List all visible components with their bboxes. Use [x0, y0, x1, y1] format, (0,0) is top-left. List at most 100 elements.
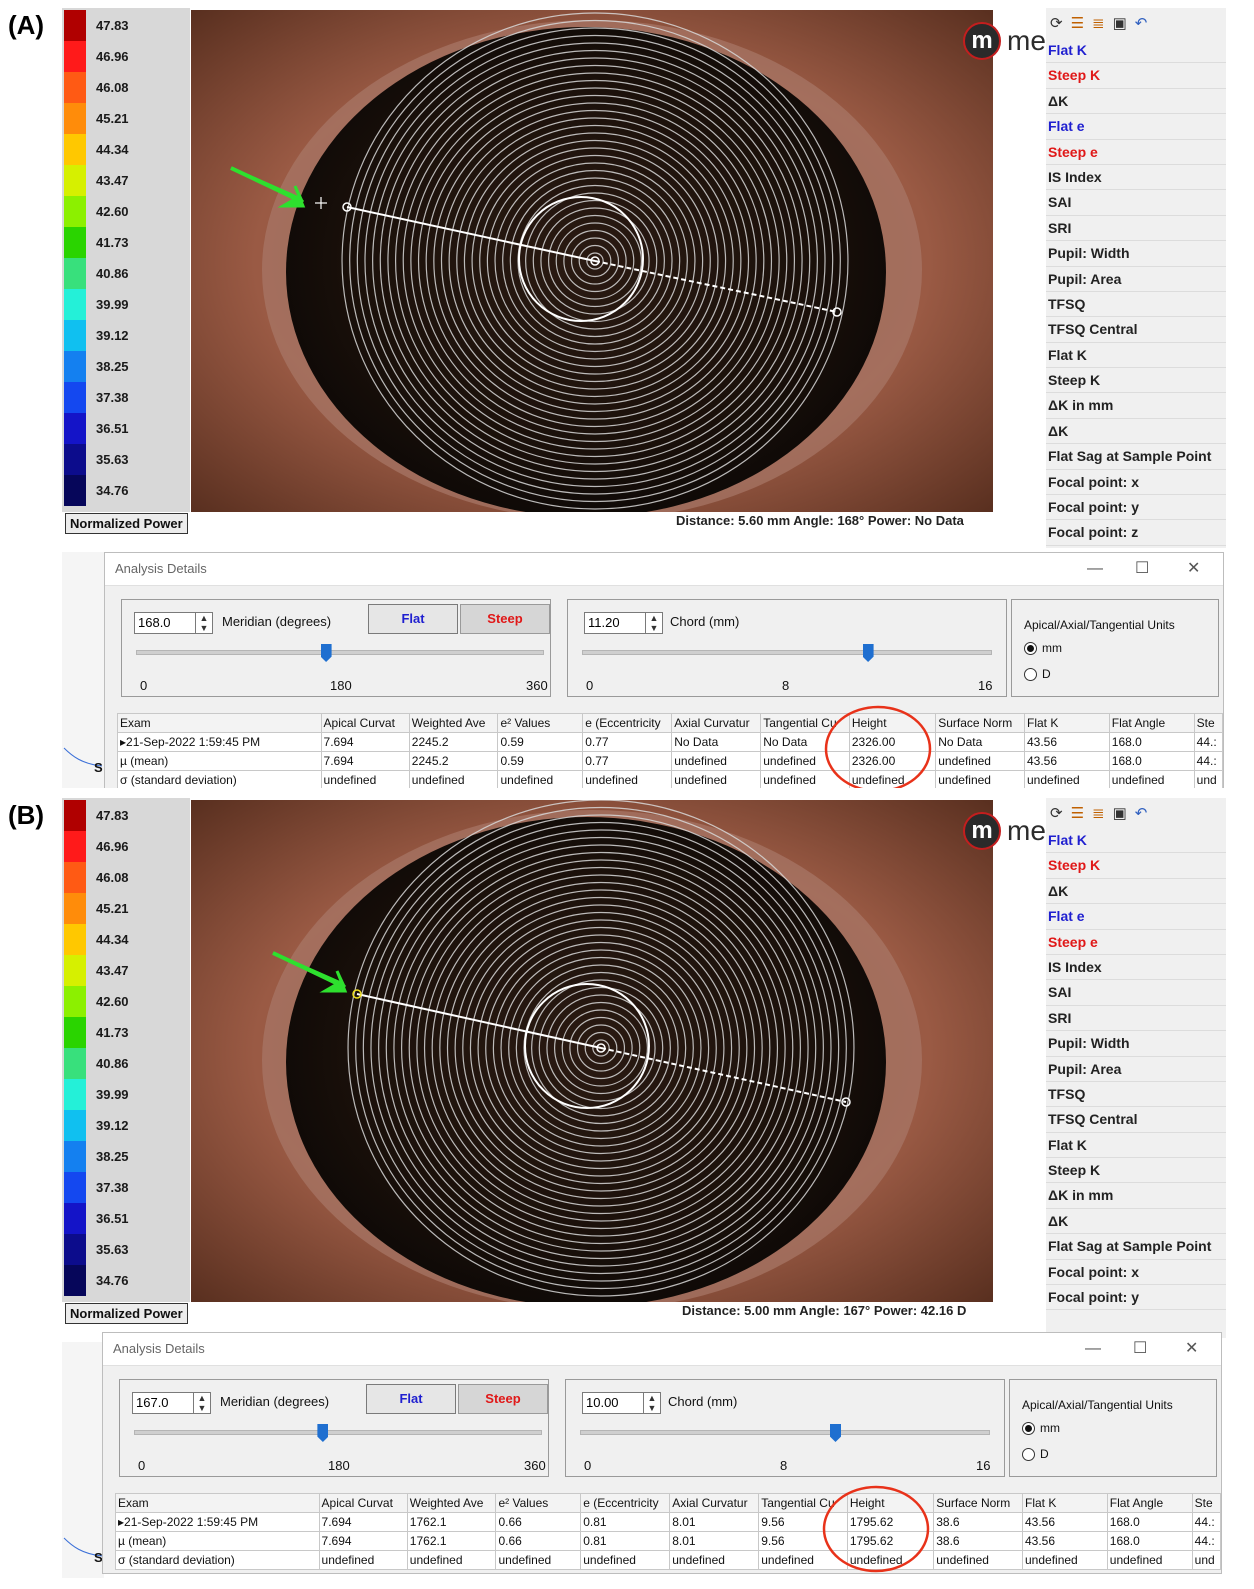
flat-button[interactable]: Flat — [366, 1384, 456, 1414]
sidebar-index-item[interactable]: SRI — [1046, 216, 1226, 242]
spinner-arrows-icon[interactable]: ▲ ▼ — [643, 1393, 660, 1413]
sidebar-index-item[interactable]: SRI — [1046, 1006, 1226, 1032]
table-column-header[interactable]: Axial Curvatur — [669, 1493, 760, 1513]
maximize-icon[interactable]: ☐ — [1135, 560, 1150, 577]
table-row[interactable]: ▸21-Sep-2022 1:59:45 PM 7.694 1762.1 0.66 0.… — [115, 1512, 1222, 1532]
close-icon[interactable]: ✕ — [1187, 560, 1201, 577]
sidebar-index-item[interactable]: Steep K — [1046, 368, 1226, 394]
table-column-header[interactable]: Surface Norm — [933, 1493, 1023, 1513]
undo-icon[interactable]: ↶ — [1134, 805, 1148, 822]
sidebar-index-item[interactable]: Flat e — [1046, 114, 1226, 140]
chord-slider-track[interactable] — [582, 650, 992, 655]
exam-table[interactable]: Exam Apical Curvat Weighted Ave e² Values e … — [115, 1493, 1222, 1570]
sidebar-index-item[interactable]: ΔK in mm — [1046, 1183, 1226, 1209]
list-sort-icon[interactable]: ≣ — [1092, 15, 1105, 32]
table-column-header[interactable]: Surface Norm — [935, 713, 1025, 733]
scale-type-label[interactable]: Normalized Power — [65, 1303, 188, 1324]
sidebar-index-item[interactable]: Pupil: Area — [1046, 1057, 1226, 1082]
sidebar-index-item[interactable]: ΔK — [1046, 1209, 1226, 1235]
table-column-header[interactable]: Flat Angle — [1108, 713, 1195, 733]
sidebar-index-item[interactable]: Pupil: Area — [1046, 267, 1226, 292]
minimize-icon[interactable]: — — [1085, 1340, 1101, 1357]
sidebar-index-item[interactable]: Flat K — [1046, 828, 1226, 854]
exam-table[interactable]: Exam Apical Curvat Weighted Ave e² Values e … — [117, 713, 1224, 788]
steep-button[interactable]: Steep — [458, 1384, 548, 1414]
scale-type-label[interactable]: Normalized Power — [65, 513, 188, 534]
minimize-icon[interactable]: — — [1087, 560, 1103, 577]
sidebar-index-item[interactable]: ΔK in mm — [1046, 393, 1226, 419]
table-row[interactable]: ▸21-Sep-2022 1:59:45 PM 7.694 2245.2 0.59 0.… — [117, 732, 1224, 752]
sidebar-index-item[interactable]: SAI — [1046, 190, 1226, 216]
sidebar-index-item[interactable]: TFSQ Central — [1046, 317, 1226, 343]
chord-slider-thumb[interactable] — [830, 1424, 841, 1442]
table-row[interactable]: σ (standard deviation) undefined undefined… — [117, 770, 1224, 788]
chord-value[interactable]: 11.20 — [588, 615, 620, 630]
sidebar-index-item[interactable]: Focal point: z — [1046, 520, 1226, 546]
table-column-header[interactable]: e² Values — [497, 713, 584, 733]
table-column-header[interactable]: Weighted Ave — [408, 713, 499, 733]
meridian-value[interactable]: 168.0 — [138, 615, 171, 630]
meridian-slider-track[interactable] — [136, 650, 544, 655]
table-row[interactable]: σ (standard deviation) undefined undefined… — [115, 1550, 1222, 1570]
sidebar-index-item[interactable]: Flat Sag at Sample Point — [1046, 1234, 1226, 1260]
table-column-header[interactable]: e (Eccentricity — [582, 713, 673, 733]
unit-mm-radio[interactable] — [1024, 642, 1037, 655]
sidebar-index-item[interactable]: Flat e — [1046, 904, 1226, 930]
meridian-spinner[interactable]: 167.0 ▲ ▼ — [132, 1392, 211, 1414]
close-icon[interactable]: ✕ — [1185, 1340, 1199, 1357]
sidebar-index-item[interactable]: Steep e — [1046, 930, 1226, 955]
table-column-header[interactable]: Exam — [117, 713, 322, 733]
sidebar-index-item[interactable]: Focal point: y — [1046, 495, 1226, 521]
table-column-header[interactable]: e² Values — [495, 1493, 582, 1513]
sidebar-index-item[interactable]: Focal point: x — [1046, 1260, 1226, 1286]
flat-button[interactable]: Flat — [368, 604, 458, 634]
sidebar-index-item[interactable]: Flat K — [1046, 343, 1226, 369]
sidebar-index-item[interactable]: Flat K — [1046, 1133, 1226, 1159]
sidebar-index-item[interactable]: IS Index — [1046, 165, 1226, 191]
sidebar-index-item[interactable]: Steep K — [1046, 1158, 1226, 1184]
refresh-icon[interactable]: ⟳ — [1050, 805, 1063, 822]
table-column-header[interactable]: Flat Angle — [1106, 1493, 1193, 1513]
table-column-header[interactable]: Ste — [1193, 713, 1224, 733]
sidebar-index-item[interactable]: TFSQ Central — [1046, 1107, 1226, 1133]
refresh-icon[interactable]: ⟳ — [1050, 15, 1063, 32]
table-row[interactable]: µ (mean) 7.694 1762.1 0.66 0.81 8.01 9.56 1795.… — [115, 1531, 1222, 1551]
table-column-header[interactable]: Weighted Ave — [406, 1493, 497, 1513]
chord-spinner[interactable]: 10.00 ▲ ▼ — [582, 1392, 661, 1414]
table-column-header[interactable]: Apical Curvat — [318, 1493, 408, 1513]
sidebar-index-item[interactable]: IS Index — [1046, 955, 1226, 981]
sidebar-index-item[interactable]: Steep K — [1046, 63, 1226, 89]
spinner-arrows-icon[interactable]: ▲ ▼ — [195, 613, 212, 633]
meridian-spinner[interactable]: 168.0 ▲ ▼ — [134, 612, 213, 634]
table-column-header[interactable]: Ste — [1191, 1493, 1222, 1513]
sidebar-index-item[interactable]: Steep e — [1046, 140, 1226, 165]
sidebar-index-item[interactable]: Flat K — [1046, 38, 1226, 64]
list-icon[interactable]: ☰ — [1070, 15, 1085, 32]
eye-image[interactable]: m medmont — [191, 10, 1124, 520]
meridian-slider-thumb[interactable] — [317, 1424, 329, 1442]
unit-d-radio[interactable] — [1024, 668, 1037, 681]
meridian-value[interactable]: 167.0 — [136, 1395, 169, 1410]
table-column-header[interactable]: Flat K — [1024, 713, 1110, 733]
sidebar-index-item[interactable]: ΔK — [1046, 879, 1226, 905]
table-row[interactable]: µ (mean) 7.694 2245.2 0.59 0.77 undefined unde… — [117, 751, 1224, 771]
spinner-arrows-icon[interactable]: ▲ ▼ — [193, 1393, 210, 1413]
sidebar-index-item[interactable]: ΔK — [1046, 89, 1226, 115]
chord-slider-thumb[interactable] — [862, 644, 874, 662]
meridian-slider-track[interactable] — [134, 1430, 542, 1435]
eye-image[interactable]: m medmont — [191, 799, 1124, 1310]
sidebar-index-item[interactable]: Pupil: Width — [1046, 241, 1226, 267]
undo-icon[interactable]: ↶ — [1134, 15, 1148, 32]
sidebar-index-item[interactable]: SAI — [1046, 980, 1226, 1006]
sidebar-index-item[interactable]: Steep K — [1046, 853, 1226, 879]
save-icon[interactable]: ▣ — [1112, 15, 1127, 32]
table-column-header[interactable]: Exam — [115, 1493, 320, 1513]
meridian-slider-thumb[interactable] — [320, 644, 332, 662]
sidebar-index-item[interactable]: Pupil: Width — [1046, 1031, 1226, 1057]
sidebar-index-item[interactable]: Flat Sag at Sample Point — [1046, 444, 1226, 470]
chord-value[interactable]: 10.00 — [586, 1395, 619, 1410]
spinner-arrows-icon[interactable]: ▲ ▼ — [645, 613, 662, 633]
table-column-header[interactable]: Axial Curvatur — [671, 713, 762, 733]
sidebar-index-item[interactable]: TFSQ — [1046, 292, 1226, 318]
unit-mm-radio[interactable] — [1022, 1422, 1035, 1435]
